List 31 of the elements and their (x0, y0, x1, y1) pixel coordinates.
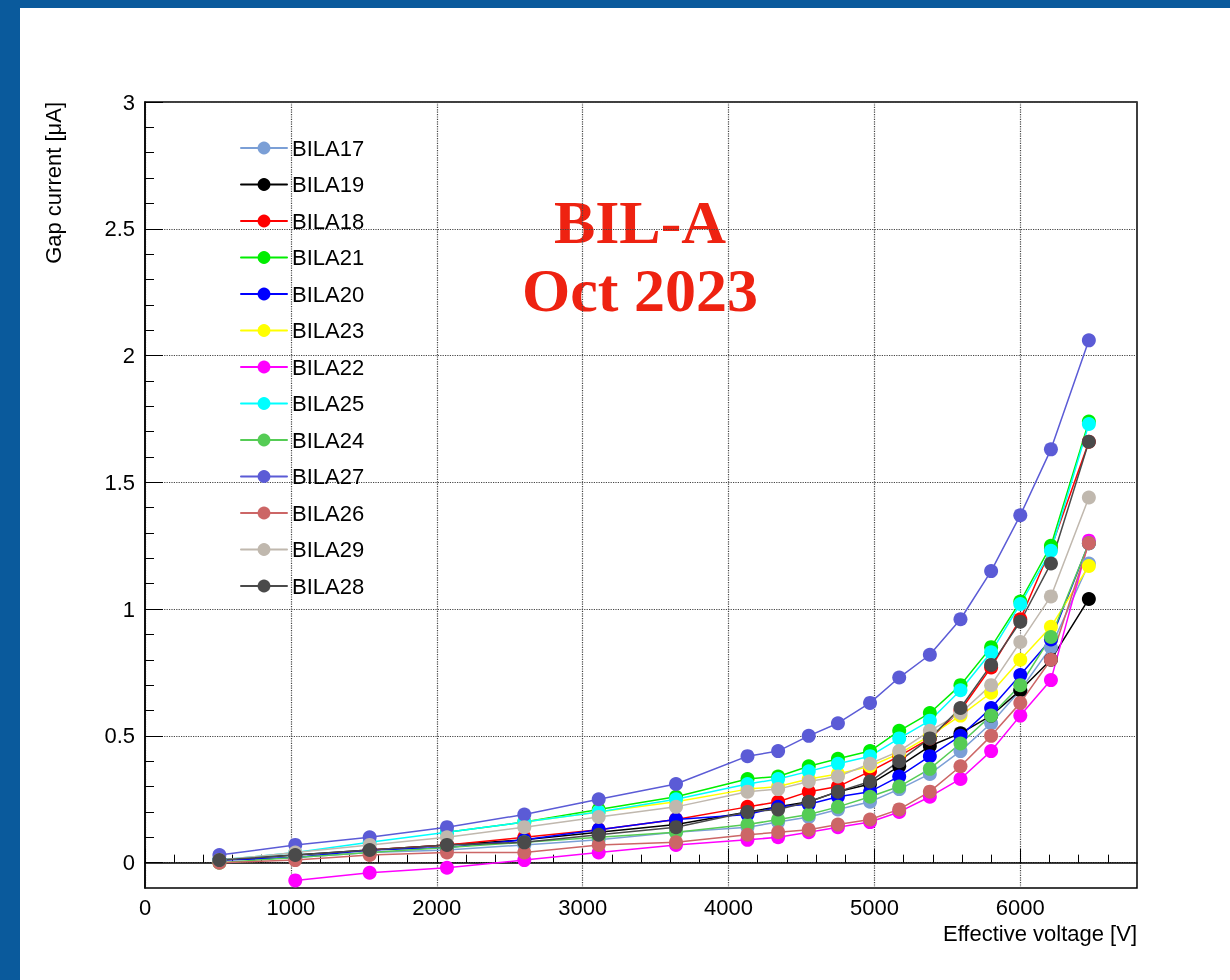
legend-label: BILA25 (292, 391, 365, 416)
legend-label: BILA22 (292, 354, 365, 380)
y-axis-title: Gap current [μA] (40, 102, 66, 264)
legend-label: BILA17 (292, 135, 365, 161)
legend-label: BILA19 (292, 172, 365, 197)
legend-label: BILA26 (292, 500, 365, 526)
y-tick-label: 2.5 (104, 216, 135, 242)
x-tick-label: 5000 (849, 894, 899, 920)
legend-label: BILA28 (292, 573, 365, 599)
legend-label: BILA27 (292, 464, 365, 489)
legend-label: BILA18 (292, 208, 365, 234)
y-tick-label: 0.5 (104, 723, 135, 749)
legend-label: BILA21 (292, 245, 365, 270)
annotation: Oct 2023 (522, 256, 758, 324)
x-tick-label: 1000 (266, 894, 316, 920)
y-tick-label: 2 (122, 343, 135, 369)
legend-label: BILA29 (292, 537, 365, 562)
x-tick-label: 6000 (995, 894, 1045, 920)
y-tick-label: 3 (122, 89, 135, 115)
annotation: BIL-A (553, 188, 727, 256)
x-tick-label: 3000 (558, 894, 608, 920)
x-tick-label: 0 (138, 894, 152, 920)
y-tick-label: 1 (122, 596, 135, 622)
y-tick-label: 0 (122, 850, 135, 876)
x-tick-label: 4000 (704, 894, 754, 920)
legend-label: BILA23 (292, 318, 365, 343)
x-axis-title: Effective voltage [V] (942, 920, 1138, 946)
y-tick-label: 1.5 (104, 469, 135, 495)
legend-label: BILA20 (292, 281, 365, 307)
legend-label: BILA24 (292, 427, 365, 453)
x-tick-label: 2000 (412, 894, 462, 920)
